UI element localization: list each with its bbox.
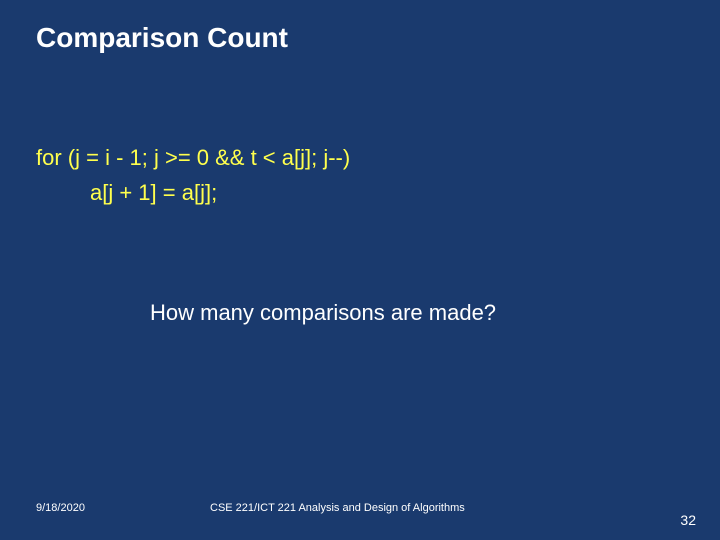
- question-text: How many comparisons are made?: [150, 300, 496, 326]
- code-block: for (j = i - 1; j >= 0 && t < a[j]; j--)…: [36, 140, 350, 210]
- footer-page-number: 32: [680, 512, 696, 528]
- code-line-2: a[j + 1] = a[j];: [90, 175, 350, 210]
- slide-title: Comparison Count: [36, 22, 288, 54]
- code-line-1: for (j = i - 1; j >= 0 && t < a[j]; j--): [36, 140, 350, 175]
- footer-course: CSE 221/ICT 221 Analysis and Design of A…: [210, 502, 465, 514]
- footer-date: 9/18/2020: [36, 502, 85, 514]
